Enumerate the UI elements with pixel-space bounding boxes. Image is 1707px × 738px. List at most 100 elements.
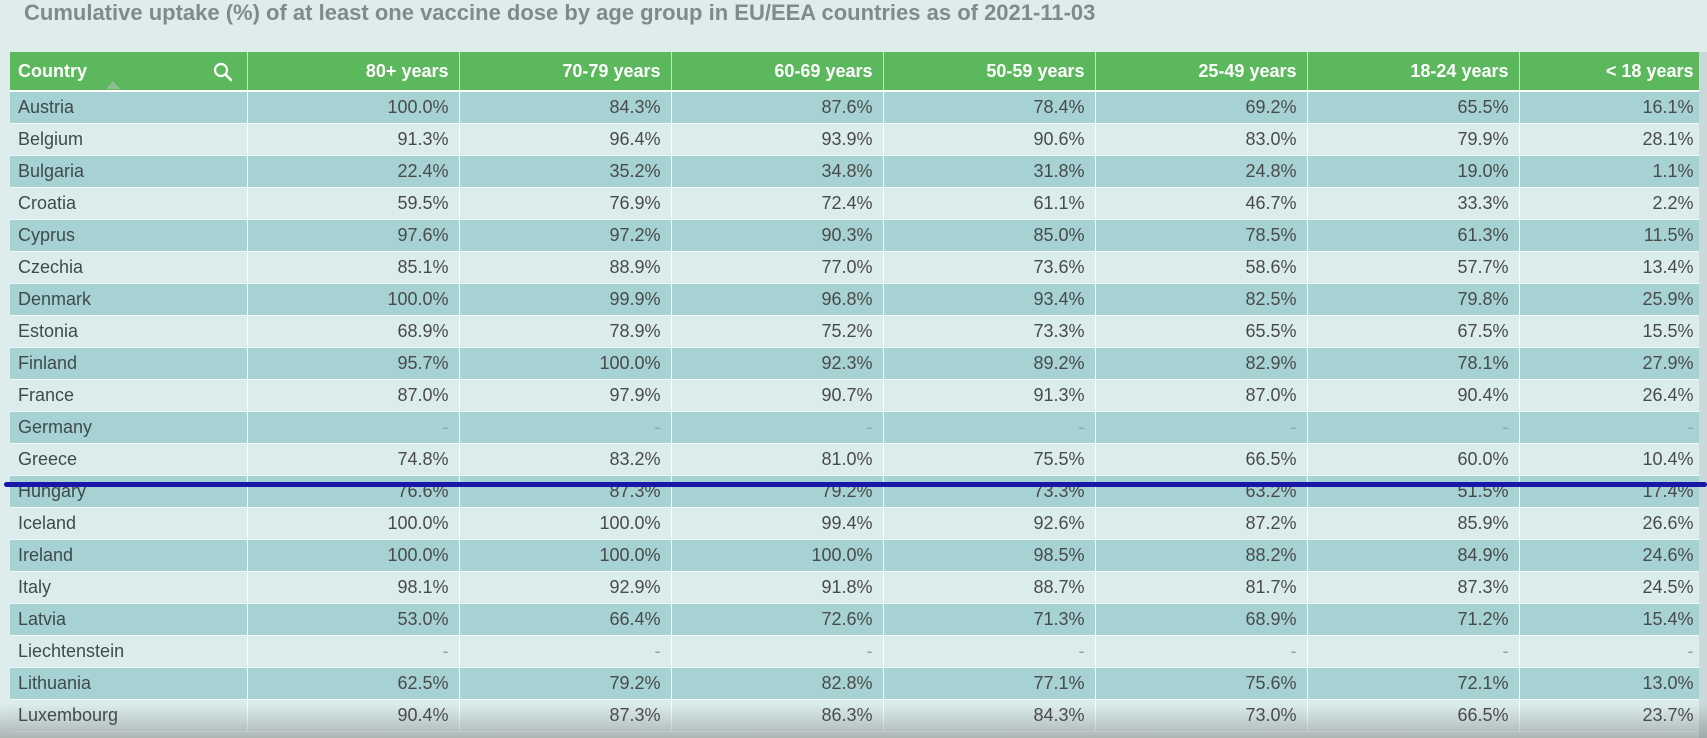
country-cell: Czechia xyxy=(10,251,248,284)
value-cell: 15.4% xyxy=(1519,603,1704,636)
column-header-7[interactable]: < 18 years xyxy=(1519,52,1704,92)
value-cell: 100.0% xyxy=(459,347,672,380)
value-cell: 93.9% xyxy=(671,123,884,156)
column-header-3[interactable]: 60-69 years xyxy=(671,52,884,92)
table-row[interactable]: Iceland 100.0% 100.0% 99.4% 92.6% 87.2% 85.9% 2… xyxy=(10,507,1704,540)
value-cell: - xyxy=(459,411,672,444)
value-cell: 87.3% xyxy=(459,475,672,508)
value-cell: 13.0% xyxy=(1519,667,1704,700)
value-cell: 46.7% xyxy=(1095,187,1308,220)
value-cell: 19.0% xyxy=(1307,155,1520,188)
value-cell: 65.5% xyxy=(1307,91,1520,124)
column-header-2[interactable]: 70-79 years xyxy=(459,52,672,92)
value-cell: 25.9% xyxy=(1519,283,1704,316)
value-cell: 81.7% xyxy=(1095,571,1308,604)
table-row[interactable]: Cyprus 97.6% 97.2% 90.3% 85.0% 78.5% 61.3% 11.5… xyxy=(10,219,1704,252)
country-cell: Cyprus xyxy=(10,219,248,252)
value-cell: 81.0% xyxy=(671,443,884,476)
value-cell: 76.9% xyxy=(459,187,672,220)
value-cell: 92.6% xyxy=(883,507,1096,540)
value-cell: 17.4% xyxy=(1519,475,1704,508)
country-cell: Germany xyxy=(10,411,248,444)
table-row[interactable]: Latvia 53.0% 66.4% 72.6% 71.3% 68.9% 71.2% 15.4… xyxy=(10,603,1704,636)
value-cell: 16.1% xyxy=(1519,91,1704,124)
column-header-country[interactable]: Country xyxy=(10,52,248,92)
value-cell: 82.9% xyxy=(1095,347,1308,380)
value-cell: 73.3% xyxy=(883,315,1096,348)
table-row[interactable]: Estonia 68.9% 78.9% 75.2% 73.3% 65.5% 67.5% 15.… xyxy=(10,315,1704,348)
value-cell: 34.8% xyxy=(671,155,884,188)
table-row[interactable]: Austria 100.0% 84.3% 87.6% 78.4% 69.2% 65.5% 16… xyxy=(10,91,1704,124)
value-cell: 85.1% xyxy=(247,251,460,284)
country-cell: Finland xyxy=(10,347,248,380)
country-cell: Greece xyxy=(10,443,248,476)
value-cell: 100.0% xyxy=(671,539,884,572)
value-cell: - xyxy=(247,635,460,668)
scrollbar-track[interactable] xyxy=(1699,52,1707,738)
column-header-5[interactable]: 25-49 years xyxy=(1095,52,1308,92)
sort-ascending-icon[interactable] xyxy=(106,81,120,89)
table-row[interactable]: Croatia 59.5% 76.9% 72.4% 61.1% 46.7% 33.3% 2.2… xyxy=(10,187,1704,220)
table-row[interactable]: France 87.0% 97.9% 90.7% 91.3% 87.0% 90.4% 26.4… xyxy=(10,379,1704,412)
value-cell: 91.3% xyxy=(883,379,1096,412)
value-cell: 83.2% xyxy=(459,443,672,476)
value-cell: 35.2% xyxy=(459,155,672,188)
value-cell: - xyxy=(671,635,884,668)
value-cell: 24.6% xyxy=(1519,539,1704,572)
value-cell: 97.6% xyxy=(247,219,460,252)
table-row[interactable]: Lithuania 62.5% 79.2% 82.8% 77.1% 75.6% 72.1% 1… xyxy=(10,667,1704,700)
value-cell: 72.1% xyxy=(1307,667,1520,700)
table-row[interactable]: Denmark 100.0% 99.9% 96.8% 93.4% 82.5% 79.8% 25… xyxy=(10,283,1704,316)
value-cell: 96.8% xyxy=(671,283,884,316)
column-header-4[interactable]: 50-59 years xyxy=(883,52,1096,92)
table-row[interactable]: Czechia 85.1% 88.9% 77.0% 73.6% 58.6% 57.7% 13.… xyxy=(10,251,1704,284)
value-cell: 2.2% xyxy=(1519,187,1704,220)
country-cell: Latvia xyxy=(10,603,248,636)
value-cell: 66.5% xyxy=(1307,699,1520,732)
uptake-table: Country 80+ years 70-79 years 60-69 years 50… xyxy=(10,52,1704,732)
value-cell: 100.0% xyxy=(459,539,672,572)
value-cell: 91.3% xyxy=(247,123,460,156)
table-row[interactable]: Italy 98.1% 92.9% 91.8% 88.7% 81.7% 87.3% 24.5% xyxy=(10,571,1704,604)
column-header-1[interactable]: 80+ years xyxy=(247,52,460,92)
value-cell: - xyxy=(1095,411,1308,444)
value-cell: - xyxy=(883,411,1096,444)
country-cell: Iceland xyxy=(10,507,248,540)
value-cell: 72.4% xyxy=(671,187,884,220)
country-cell: Luxembourg xyxy=(10,699,248,732)
table-row[interactable]: Hungary 76.6% 87.3% 79.2% 73.3% 63.2% 51.5% 17.… xyxy=(10,475,1704,508)
value-cell: 96.4% xyxy=(459,123,672,156)
table-row[interactable]: Liechtenstein - - - - - - - xyxy=(10,635,1704,668)
value-cell: 79.2% xyxy=(671,475,884,508)
value-cell: 33.3% xyxy=(1307,187,1520,220)
value-cell: 88.7% xyxy=(883,571,1096,604)
data-table-container[interactable]: Country 80+ years 70-79 years 60-69 years 50… xyxy=(10,52,1704,738)
value-cell: 58.6% xyxy=(1095,251,1308,284)
value-cell: 22.4% xyxy=(247,155,460,188)
country-cell: Ireland xyxy=(10,539,248,572)
value-cell: 85.9% xyxy=(1307,507,1520,540)
value-cell: 31.8% xyxy=(883,155,1096,188)
value-cell: 73.3% xyxy=(883,475,1096,508)
value-cell: 61.1% xyxy=(883,187,1096,220)
value-cell: 75.5% xyxy=(883,443,1096,476)
country-cell: Hungary xyxy=(10,475,248,508)
value-cell: 82.5% xyxy=(1095,283,1308,316)
value-cell: 87.0% xyxy=(247,379,460,412)
value-cell: 82.8% xyxy=(671,667,884,700)
table-row[interactable]: Finland 95.7% 100.0% 92.3% 89.2% 82.9% 78.1% 27… xyxy=(10,347,1704,380)
table-row[interactable]: Germany - - - - - - - xyxy=(10,411,1704,444)
table-row[interactable]: Bulgaria 22.4% 35.2% 34.8% 31.8% 24.8% 19.0% 1.… xyxy=(10,155,1704,188)
table-row[interactable]: Ireland 100.0% 100.0% 100.0% 98.5% 88.2% 84.9%… xyxy=(10,539,1704,572)
value-cell: 98.5% xyxy=(883,539,1096,572)
table-header-row: Country 80+ years 70-79 years 60-69 years 50… xyxy=(10,52,1704,92)
country-cell: Austria xyxy=(10,91,248,124)
value-cell: 77.0% xyxy=(671,251,884,284)
table-row[interactable]: Greece 74.8% 83.2% 81.0% 75.5% 66.5% 60.0% 10.4… xyxy=(10,443,1704,476)
table-row[interactable]: Luxembourg 90.4% 87.3% 86.3% 84.3% 73.0% 66.5%… xyxy=(10,699,1704,732)
column-header-6[interactable]: 18-24 years xyxy=(1307,52,1520,92)
table-row[interactable]: Belgium 91.3% 96.4% 93.9% 90.6% 83.0% 79.9% 28.… xyxy=(10,123,1704,156)
country-cell: Lithuania xyxy=(10,667,248,700)
value-cell: 27.9% xyxy=(1519,347,1704,380)
search-icon[interactable] xyxy=(213,62,233,82)
